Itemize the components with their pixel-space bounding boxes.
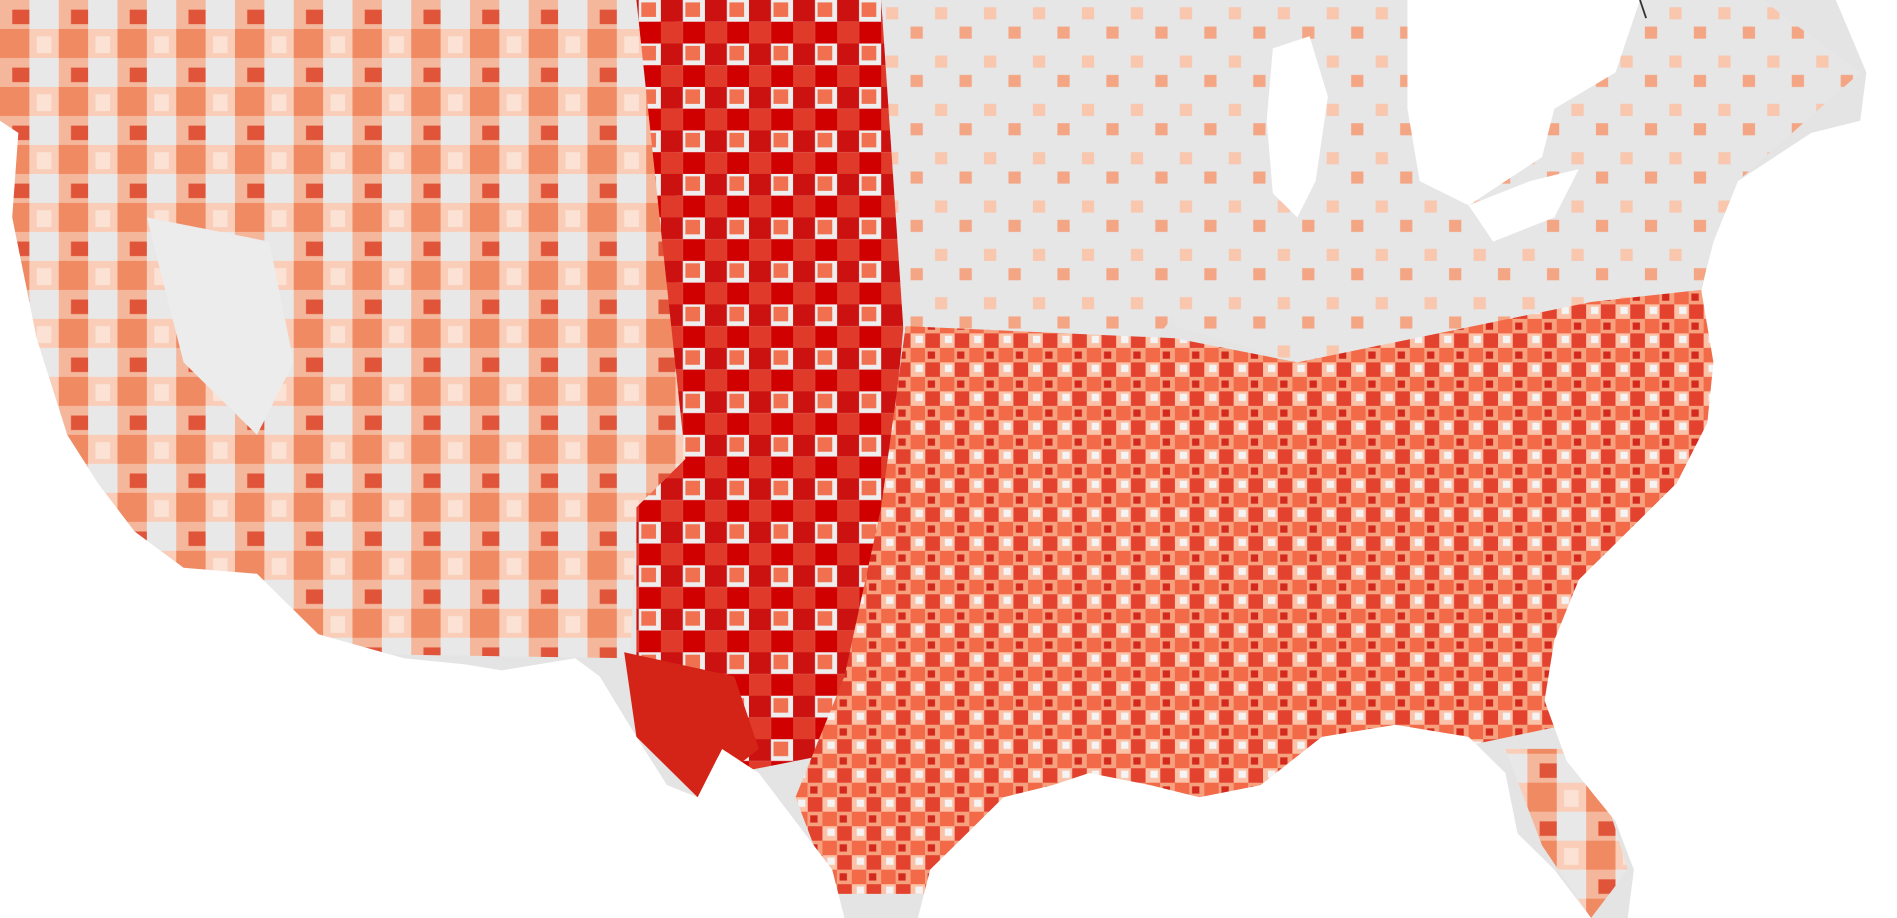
south-counties xyxy=(795,277,1738,894)
west-counties xyxy=(0,0,698,659)
border-tick xyxy=(1639,0,1647,19)
nevada-area xyxy=(146,217,294,435)
plains-counties xyxy=(636,0,906,774)
lake-huron xyxy=(1407,0,1640,206)
lake-erie xyxy=(1468,169,1579,242)
midwest-counties xyxy=(881,0,1175,363)
lake-michigan xyxy=(1266,36,1328,218)
